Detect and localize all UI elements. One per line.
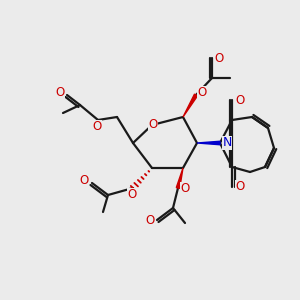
Text: O: O	[197, 86, 207, 100]
Text: O: O	[236, 94, 244, 106]
Text: O: O	[214, 52, 224, 64]
Polygon shape	[183, 94, 197, 117]
Text: O: O	[236, 181, 244, 194]
Text: O: O	[148, 118, 158, 131]
Text: O: O	[56, 85, 64, 98]
Text: O: O	[146, 214, 154, 226]
Text: O: O	[128, 188, 136, 202]
Text: N: N	[222, 136, 232, 149]
Polygon shape	[197, 141, 220, 145]
Text: O: O	[180, 182, 190, 196]
Text: O: O	[80, 173, 88, 187]
Polygon shape	[176, 168, 183, 188]
Text: O: O	[92, 121, 102, 134]
